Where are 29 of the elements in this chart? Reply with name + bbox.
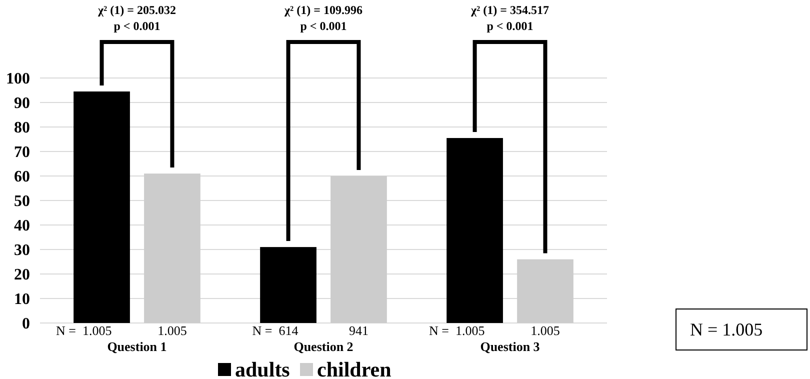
y-tick-label: 30 [14, 242, 30, 260]
text: χ² (1) = 109.996 p < 0.001 [284, 3, 362, 34]
y-tick-label: 60 [14, 168, 30, 186]
y-tick-label: 100 [6, 70, 30, 88]
text: χ² (1) = 205.032 p < 0.001 [96, 3, 176, 34]
legend-label: adults [235, 357, 290, 379]
annotation: 1.005 [158, 323, 187, 338]
annotation: 1.005 [530, 323, 560, 338]
x-tick-label: Question 3 [480, 339, 540, 354]
annotation: N = 614 [252, 323, 299, 338]
y-tick-label: 10 [14, 291, 30, 308]
text: N = 1.005 [690, 319, 763, 340]
y-tick-label: 50 [14, 193, 30, 210]
bar [517, 259, 574, 323]
annotation: N = 1.005 [429, 323, 485, 338]
bar [144, 174, 200, 323]
y-tick-label: 20 [14, 266, 30, 284]
y-tick-label: 90 [14, 95, 30, 112]
y-tick-label: 0 [22, 316, 30, 333]
text: χ² (1) = 354.517 p < 0.001 [470, 3, 550, 34]
y-tick-label: 40 [14, 218, 30, 235]
y-tick-label: 80 [14, 120, 30, 137]
annotation: 941 [348, 323, 368, 338]
x-tick-label: Question 2 [294, 339, 354, 354]
bar [260, 247, 316, 323]
x-tick-label: Question 1 [107, 339, 167, 354]
legend-label: children [317, 357, 392, 379]
annotation: N = 1.005 [56, 323, 112, 338]
y-tick-label: 70 [14, 144, 30, 162]
